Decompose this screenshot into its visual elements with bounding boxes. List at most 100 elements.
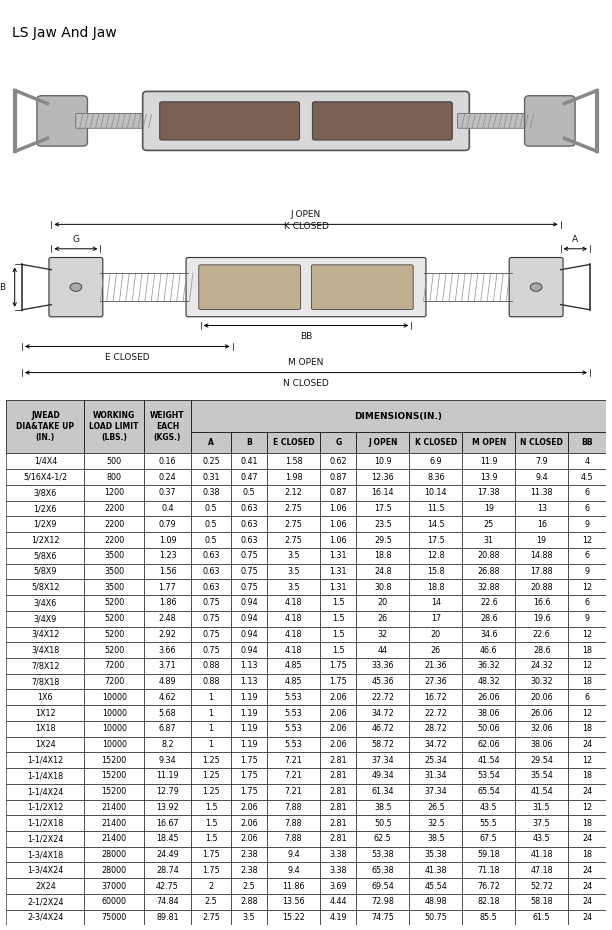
Text: 0.38: 0.38 [202,488,220,498]
Text: 1: 1 [209,709,214,718]
Bar [568,548,606,564]
Bar [515,816,568,831]
Bar [356,800,409,816]
FancyBboxPatch shape [458,113,536,128]
Text: 15.8: 15.8 [427,567,445,576]
Bar [191,658,231,673]
Text: WEIGHT
EACH
(KGS.): WEIGHT EACH (KGS.) [150,411,185,443]
Bar [409,595,462,611]
Bar [191,432,231,454]
Bar [84,579,144,595]
Text: 0.63: 0.63 [241,504,258,513]
Text: 1.56: 1.56 [159,567,176,576]
Bar [320,532,356,548]
Text: 1-1/4X24: 1-1/4X24 [27,787,64,796]
Text: 12.8: 12.8 [427,551,445,560]
Text: 1X12: 1X12 [35,709,56,718]
Text: 18: 18 [582,645,592,655]
Bar [515,470,568,485]
Text: 17.38: 17.38 [477,488,500,498]
Bar [6,894,84,910]
Bar [84,737,144,752]
Text: 85.5: 85.5 [480,913,498,922]
Bar [144,831,191,846]
Text: 14.88: 14.88 [531,551,553,560]
Bar [84,595,144,611]
Text: 30.8: 30.8 [374,583,392,591]
Bar [320,768,356,784]
Bar [191,768,231,784]
Bar [320,548,356,564]
Text: 62.06: 62.06 [477,740,500,749]
Bar [515,862,568,878]
Bar [356,846,409,862]
Text: 32.06: 32.06 [531,724,553,733]
Bar [409,846,462,862]
Text: 0.47: 0.47 [241,472,258,482]
Text: 2.92: 2.92 [159,630,176,639]
Text: 26.5: 26.5 [427,803,445,812]
Text: 5.53: 5.53 [285,724,302,733]
Text: 2X24: 2X24 [35,882,56,891]
FancyBboxPatch shape [524,96,575,146]
Bar [409,516,462,532]
Bar [356,768,409,784]
Bar [409,658,462,673]
Bar [144,878,191,894]
Bar [515,454,568,470]
Bar [356,816,409,831]
Text: 5.53: 5.53 [285,709,302,718]
Bar [6,721,84,737]
Text: B: B [246,438,252,447]
Text: 0.5: 0.5 [204,536,217,544]
Bar [191,816,231,831]
Text: 22.6: 22.6 [533,630,551,639]
Text: 4.85: 4.85 [285,677,302,686]
Text: 2.81: 2.81 [329,771,347,780]
Bar [6,400,84,454]
Text: 6: 6 [584,693,589,702]
Bar [191,800,231,816]
Bar [462,752,515,768]
Bar [191,894,231,910]
Text: 55.5: 55.5 [480,818,498,828]
Bar [568,673,606,689]
Text: A: A [572,234,578,244]
Text: 38.5: 38.5 [374,803,392,812]
Text: 16.72: 16.72 [425,693,447,702]
Text: 24.32: 24.32 [531,661,553,671]
Text: 1.06: 1.06 [329,520,347,529]
Bar [356,432,409,454]
Bar [267,846,320,862]
Text: 24: 24 [582,913,592,922]
Bar [515,737,568,752]
Text: 0.75: 0.75 [240,551,258,560]
Text: 12: 12 [582,536,592,544]
Text: 0.41: 0.41 [241,457,258,466]
Bar [409,432,462,454]
Bar [356,532,409,548]
Bar [84,721,144,737]
Text: 3/4X18: 3/4X18 [31,645,59,655]
Text: 31.5: 31.5 [533,803,551,812]
Bar [356,611,409,627]
Bar [515,643,568,658]
Text: 47.18: 47.18 [531,866,553,875]
Bar [515,611,568,627]
Bar [356,721,409,737]
Text: 500: 500 [106,457,122,466]
Text: 28.74: 28.74 [156,866,179,875]
Bar [231,831,267,846]
Bar [84,673,144,689]
Bar [84,689,144,705]
Bar [320,500,356,516]
Text: 0.75: 0.75 [240,567,258,576]
Bar [267,500,320,516]
Bar [84,400,144,454]
Bar [409,784,462,800]
Text: 28.6: 28.6 [480,614,498,623]
Bar [191,627,231,643]
FancyBboxPatch shape [186,258,426,317]
Text: 0.25: 0.25 [202,457,220,466]
Bar [191,862,231,878]
